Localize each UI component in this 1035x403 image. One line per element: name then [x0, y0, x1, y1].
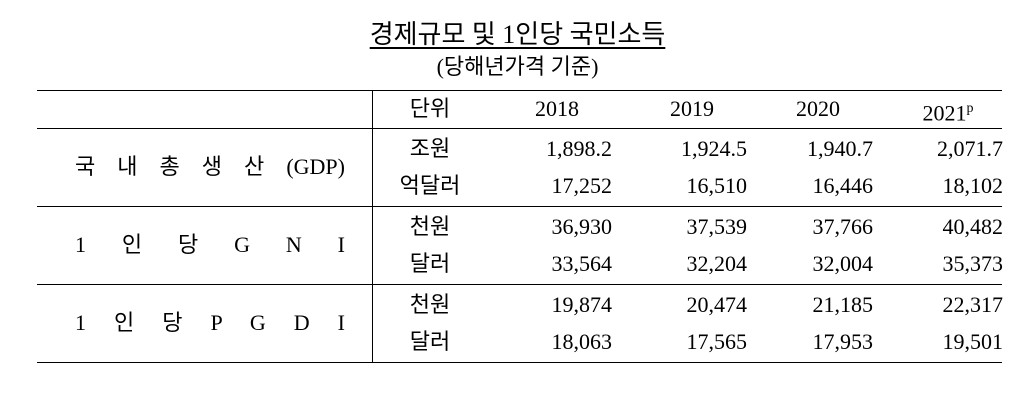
unit: 조원 — [409, 136, 451, 161]
rule-line — [37, 128, 1002, 129]
value: 1,940.7 — [807, 136, 873, 161]
unit: 달러 — [409, 251, 451, 276]
value: 22,317 — [942, 292, 1004, 317]
header-year: 2019 — [637, 90, 747, 128]
value: 17,252 — [551, 173, 613, 198]
rule-line — [37, 90, 1002, 91]
header-unit: 단위 — [409, 96, 451, 121]
value: 18,063 — [551, 329, 613, 354]
value: 16,510 — [686, 173, 748, 198]
value: 17,565 — [686, 329, 748, 354]
row-label: 국 내 총 생 산 (GDP) — [75, 154, 345, 179]
value: 36,930 — [551, 214, 613, 239]
rule-line — [37, 362, 1002, 363]
value: 18,102 — [942, 173, 1004, 198]
value: 2,071.7 — [937, 136, 1003, 161]
row-label: 1 인 당 G N I — [75, 232, 345, 257]
value: 35,373 — [942, 251, 1004, 276]
value: 19,874 — [551, 292, 613, 317]
row-label: 1 인 당 P G D I — [75, 310, 345, 335]
year: 2018 — [535, 96, 579, 121]
header-year: 2020 — [763, 90, 873, 128]
year: 2020 — [796, 96, 840, 121]
value: 32,004 — [812, 251, 874, 276]
value: 37,766 — [812, 214, 874, 239]
year: 2021 — [922, 100, 967, 126]
value: 1,924.5 — [681, 136, 747, 161]
unit: 억달러 — [399, 173, 461, 198]
value: 19,501 — [942, 329, 1004, 354]
preliminary-mark: p — [966, 101, 974, 116]
unit: 천원 — [409, 292, 451, 317]
value: 40,482 — [942, 214, 1004, 239]
column-divider — [372, 90, 373, 362]
value: 21,185 — [812, 292, 874, 317]
header-year: 2021p — [893, 90, 1003, 128]
value: 33,564 — [551, 251, 613, 276]
value: 32,204 — [686, 251, 748, 276]
unit: 천원 — [409, 214, 451, 239]
header-year: 2018 — [502, 90, 612, 128]
year: 2019 — [670, 96, 714, 121]
rule-line — [37, 284, 1002, 285]
subtitle: (당해년가격 기준) — [436, 54, 599, 79]
value: 37,539 — [686, 214, 748, 239]
value: 17,953 — [812, 329, 874, 354]
title: 경제규모 및 1인당 국민소득 — [369, 20, 666, 49]
value: 1,898.2 — [546, 136, 612, 161]
value: 16,446 — [812, 173, 874, 198]
title-wrap: 경제규모 및 1인당 국민소득 — [0, 16, 1035, 54]
rule-line — [37, 206, 1002, 207]
value: 20,474 — [686, 292, 748, 317]
unit: 달러 — [409, 329, 451, 354]
